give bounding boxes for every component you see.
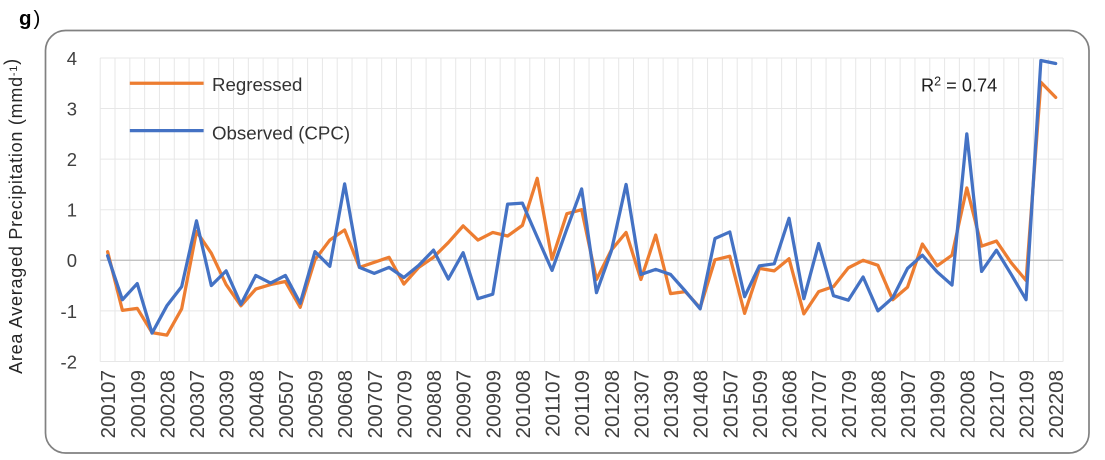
svg-text:201509: 201509 [749, 370, 772, 438]
svg-text:200507: 200507 [275, 370, 298, 438]
svg-text:201008: 201008 [512, 370, 535, 438]
svg-text:Area Averaged Precipitation (m: Area Averaged Precipitation (mmd-1) [1, 58, 26, 374]
svg-text:200909: 200909 [482, 370, 505, 438]
svg-text:200109: 200109 [127, 370, 150, 438]
svg-text:201307: 201307 [630, 370, 653, 438]
svg-text:201709: 201709 [838, 370, 861, 438]
svg-text:201107: 201107 [542, 370, 565, 437]
svg-text:202208: 202208 [1045, 370, 1068, 438]
svg-text:Observed (CPC): Observed (CPC) [212, 122, 350, 143]
svg-text:201907: 201907 [897, 370, 920, 438]
svg-text:202008: 202008 [956, 370, 979, 438]
svg-text:-1: -1 [61, 301, 77, 322]
svg-text:201408: 201408 [690, 370, 713, 438]
svg-text:R2 = 0.74: R2 = 0.74 [921, 75, 997, 96]
svg-text:200408: 200408 [245, 370, 268, 438]
svg-text:201208: 201208 [601, 370, 624, 438]
svg-text:200107: 200107 [97, 370, 120, 438]
svg-text:201507: 201507 [719, 370, 742, 438]
svg-text:g): g) [19, 7, 40, 30]
svg-text:200808: 200808 [423, 370, 446, 438]
svg-text:200709: 200709 [393, 370, 416, 438]
svg-text:201109: 201109 [571, 370, 594, 437]
svg-text:-2: -2 [61, 351, 77, 372]
svg-text:200608: 200608 [334, 370, 357, 438]
svg-text:201309: 201309 [660, 370, 683, 438]
svg-text:4: 4 [67, 48, 77, 69]
svg-text:0: 0 [67, 250, 77, 271]
svg-text:200509: 200509 [305, 370, 328, 438]
svg-text:200307: 200307 [186, 370, 209, 438]
svg-text:3: 3 [67, 98, 77, 119]
svg-text:Regressed: Regressed [212, 74, 302, 95]
svg-text:200309: 200309 [216, 370, 239, 438]
svg-text:200907: 200907 [453, 370, 476, 438]
svg-text:202109: 202109 [1016, 370, 1039, 438]
svg-text:201707: 201707 [808, 370, 831, 438]
svg-text:200208: 200208 [156, 370, 179, 438]
svg-text:202107: 202107 [986, 370, 1009, 438]
svg-text:201808: 201808 [867, 370, 890, 438]
svg-text:1: 1 [67, 200, 77, 221]
svg-text:200707: 200707 [364, 370, 387, 438]
svg-text:201608: 201608 [779, 370, 802, 438]
svg-text:201909: 201909 [927, 370, 950, 438]
svg-text:2: 2 [67, 149, 77, 170]
